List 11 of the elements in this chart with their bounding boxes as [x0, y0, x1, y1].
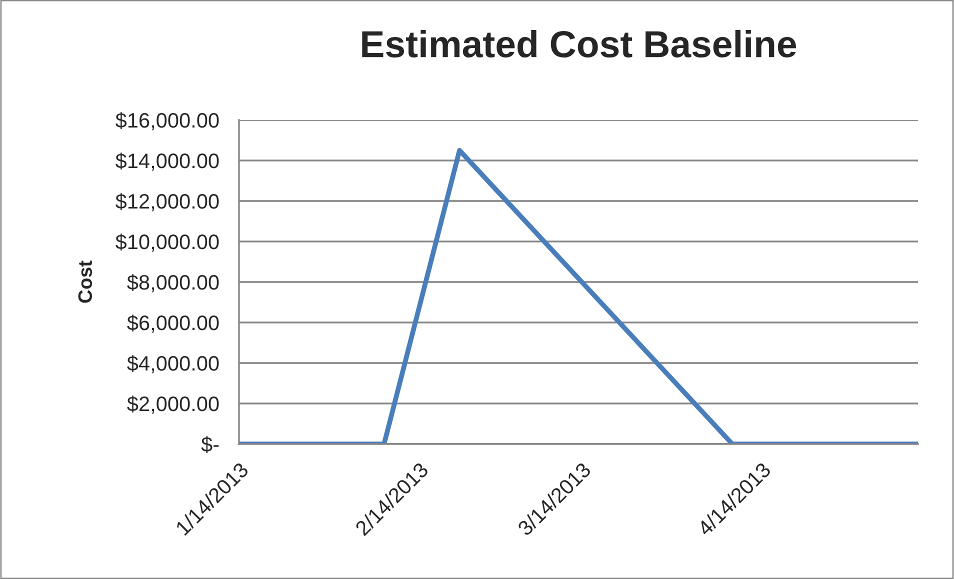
- y-tick-label: $4,000.00: [127, 355, 219, 374]
- y-tick-label: $-: [201, 436, 219, 453]
- y-axis-title: Cost: [78, 260, 92, 303]
- y-tick-label: $6,000.00: [127, 314, 219, 333]
- y-tick-label: $10,000.00: [116, 234, 219, 252]
- y-tick-label: $12,000.00: [116, 193, 219, 212]
- y-tick-label: $16,000.00: [116, 112, 219, 130]
- chart-title: Estimated Cost Baseline: [362, 30, 796, 58]
- y-tick-label: $8,000.00: [127, 274, 219, 292]
- y-tick-label: $2,000.00: [127, 396, 219, 414]
- y-tick-label: $14,000.00: [116, 152, 219, 171]
